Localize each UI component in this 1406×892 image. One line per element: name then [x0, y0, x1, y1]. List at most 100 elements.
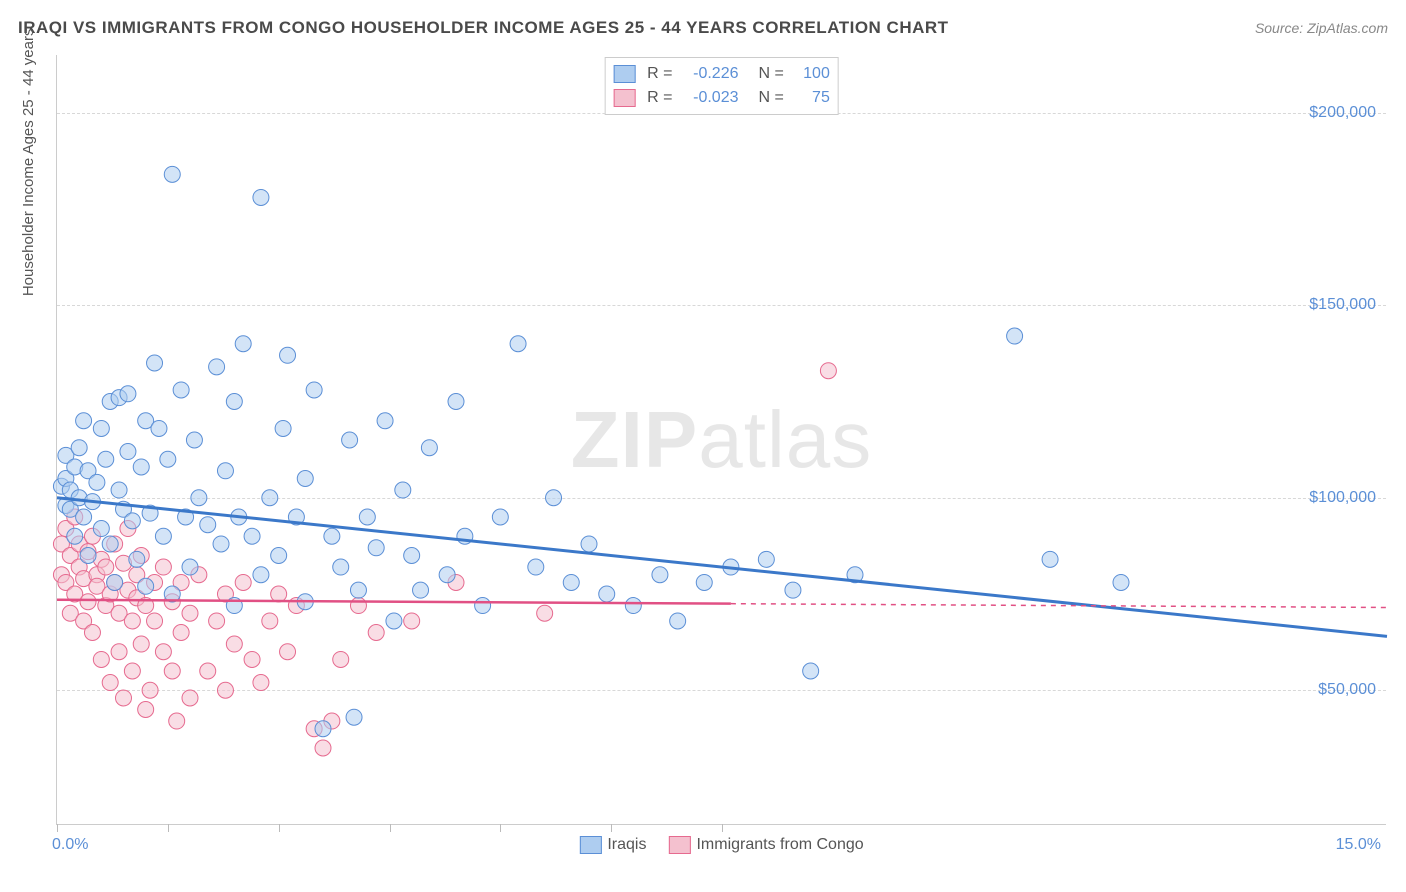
data-point	[244, 651, 260, 667]
data-point	[244, 528, 260, 544]
data-point	[315, 721, 331, 737]
data-point	[395, 482, 411, 498]
series-legend: IraqisImmigrants from Congo	[579, 836, 863, 854]
legend-swatch	[579, 836, 601, 854]
data-point	[253, 675, 269, 691]
data-point	[102, 536, 118, 552]
data-point	[155, 644, 171, 660]
data-point	[164, 663, 180, 679]
data-point	[155, 528, 171, 544]
r-label: R =	[647, 62, 672, 86]
data-point	[350, 582, 366, 598]
data-point	[217, 682, 233, 698]
data-point	[439, 567, 455, 583]
n-label: N =	[759, 62, 784, 86]
data-point	[76, 413, 92, 429]
data-point	[98, 559, 114, 575]
trend-line-extrapolated	[731, 604, 1387, 608]
data-point	[235, 574, 251, 590]
data-point	[147, 613, 163, 629]
data-point	[191, 490, 207, 506]
correlation-legend: R = -0.226 N = 100R =-0.023N =75	[604, 57, 839, 115]
x-tick	[279, 824, 280, 832]
data-point	[107, 574, 123, 590]
data-point	[226, 394, 242, 410]
data-point	[368, 625, 384, 641]
data-point	[235, 336, 251, 352]
data-point	[546, 490, 562, 506]
data-point	[160, 451, 176, 467]
data-point	[421, 440, 437, 456]
data-point	[200, 517, 216, 533]
data-point	[142, 682, 158, 698]
data-point	[138, 702, 154, 718]
data-point	[147, 355, 163, 371]
data-point	[138, 578, 154, 594]
data-point	[89, 474, 105, 490]
x-tick	[390, 824, 391, 832]
data-point	[652, 567, 668, 583]
data-point	[93, 521, 109, 537]
data-point	[404, 613, 420, 629]
data-point	[124, 513, 140, 529]
data-point	[581, 536, 597, 552]
data-point	[350, 598, 366, 614]
data-point	[510, 336, 526, 352]
data-point	[80, 548, 96, 564]
data-point	[563, 574, 579, 590]
data-point	[120, 386, 136, 402]
legend-label: Iraqis	[607, 836, 646, 854]
data-point	[785, 582, 801, 598]
data-point	[116, 690, 132, 706]
data-point	[133, 459, 149, 475]
data-point	[315, 740, 331, 756]
data-point	[537, 605, 553, 621]
data-point	[111, 644, 127, 660]
r-value: -0.226	[681, 62, 739, 86]
data-point	[129, 551, 145, 567]
data-point	[386, 613, 402, 629]
y-axis-label: Householder Income Ages 25 - 44 years	[20, 29, 37, 297]
data-point	[803, 663, 819, 679]
legend-swatch	[613, 65, 635, 83]
data-point	[182, 605, 198, 621]
x-tick	[500, 824, 501, 832]
data-point	[404, 548, 420, 564]
data-point	[262, 613, 278, 629]
data-point	[67, 528, 83, 544]
data-point	[275, 420, 291, 436]
data-point	[217, 463, 233, 479]
data-point	[492, 509, 508, 525]
n-value: 100	[792, 62, 830, 86]
data-point	[164, 166, 180, 182]
data-point	[758, 551, 774, 567]
data-point	[173, 625, 189, 641]
data-point	[280, 644, 296, 660]
data-point	[271, 548, 287, 564]
x-tick	[611, 824, 612, 832]
data-point	[342, 432, 358, 448]
trend-line	[57, 498, 1387, 637]
data-point	[820, 363, 836, 379]
data-point	[93, 651, 109, 667]
data-point	[377, 413, 393, 429]
scatter-svg	[57, 55, 1386, 824]
data-point	[625, 598, 641, 614]
data-point	[124, 613, 140, 629]
chart-title: IRAQI VS IMMIGRANTS FROM CONGO HOUSEHOLD…	[18, 18, 949, 38]
n-label: N =	[759, 86, 784, 110]
data-point	[173, 382, 189, 398]
data-point	[297, 471, 313, 487]
data-point	[151, 420, 167, 436]
data-point	[111, 482, 127, 498]
data-point	[226, 636, 242, 652]
legend-stat-row: R =-0.023N =75	[613, 86, 830, 110]
data-point	[169, 713, 185, 729]
legend-item: Iraqis	[579, 836, 646, 854]
data-point	[368, 540, 384, 556]
data-point	[1007, 328, 1023, 344]
data-point	[209, 613, 225, 629]
data-point	[262, 490, 278, 506]
data-point	[253, 189, 269, 205]
data-point	[80, 594, 96, 610]
